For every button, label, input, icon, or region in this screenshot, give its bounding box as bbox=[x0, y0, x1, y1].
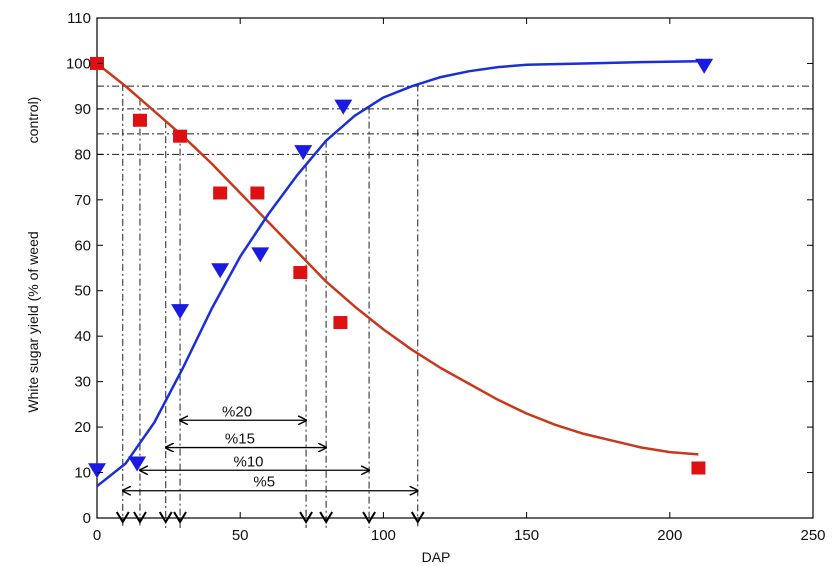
range-label-0: %20 bbox=[222, 403, 252, 420]
guide-lines bbox=[115, 83, 425, 528]
y-tick-label-0: 0 bbox=[83, 510, 91, 527]
y-tick-label-6: 60 bbox=[74, 237, 91, 254]
range-label-3: %5 bbox=[253, 474, 275, 491]
guide-arrowhead-1 bbox=[133, 511, 147, 524]
fit-curve-1 bbox=[97, 59, 699, 488]
y-axis-title-line-2: control) bbox=[25, 97, 41, 144]
y-tick-label-1: 10 bbox=[74, 465, 91, 482]
square-point-1 bbox=[132, 113, 147, 127]
triangle-point-4 bbox=[251, 247, 270, 263]
plot-frame bbox=[96, 17, 814, 519]
axes: 0 50 100 150 200 250 0 10 20 30 40 50 60 70 80 90 100 110 bbox=[66, 10, 826, 544]
range-label-1: %15 bbox=[225, 431, 255, 448]
x-axis-title: DAP bbox=[422, 549, 451, 565]
y-tick-label-5: 50 bbox=[74, 283, 91, 300]
triangle-point-5 bbox=[294, 145, 313, 161]
y-tick-label-10: 100 bbox=[66, 55, 91, 72]
square-point-7 bbox=[691, 461, 706, 475]
square-point-5 bbox=[293, 266, 308, 280]
triangle-point-3 bbox=[211, 263, 230, 279]
square-point-3 bbox=[213, 186, 228, 200]
triangle-point-2 bbox=[171, 304, 190, 320]
x-tick-label-5: 250 bbox=[800, 527, 825, 544]
y-tick-label-11: 110 bbox=[67, 10, 91, 27]
guide-arrowhead-4 bbox=[299, 511, 313, 524]
guide-arrowhead-3 bbox=[173, 511, 187, 524]
fit-curves bbox=[97, 59, 699, 488]
range-label-2: %10 bbox=[234, 453, 264, 470]
range-annotations: %20 %15 %10 %5 bbox=[123, 403, 418, 490]
y-tick-label-4: 40 bbox=[74, 328, 91, 345]
x-tick-label-3: 150 bbox=[514, 527, 539, 544]
y-tick-label-3: 30 bbox=[74, 374, 91, 391]
guide-arrowhead-7 bbox=[410, 511, 425, 524]
guide-arrowhead-6 bbox=[362, 511, 376, 524]
guide-arrowhead-5 bbox=[319, 511, 333, 524]
fit-curve-0 bbox=[97, 62, 699, 456]
guide-arrowhead-2 bbox=[158, 511, 173, 524]
y-axis-title-line-1: White sugar yield (% of weed bbox=[25, 231, 41, 412]
triangle-point-0 bbox=[88, 463, 106, 479]
triangle-point-1 bbox=[128, 456, 147, 472]
y-tick-label-8: 80 bbox=[74, 146, 91, 163]
x-tick-label-1: 50 bbox=[232, 527, 249, 544]
triangle-point-7 bbox=[695, 58, 714, 74]
y-tick-label-2: 20 bbox=[74, 419, 91, 436]
threshold-lines bbox=[97, 85, 813, 155]
x-tick-label-2: 100 bbox=[371, 527, 396, 544]
y-tick-label-7: 70 bbox=[74, 192, 91, 209]
y-tick-label-9: 90 bbox=[74, 101, 91, 118]
square-point-6 bbox=[333, 316, 348, 330]
x-tick-label-4: 200 bbox=[657, 527, 682, 544]
x-tick-label-0: 0 bbox=[93, 527, 101, 544]
triangle-point-6 bbox=[334, 99, 353, 115]
guide-arrowhead-0 bbox=[115, 511, 130, 524]
square-point-4 bbox=[250, 186, 265, 200]
square-point-2 bbox=[173, 129, 188, 143]
data-points bbox=[88, 56, 714, 479]
